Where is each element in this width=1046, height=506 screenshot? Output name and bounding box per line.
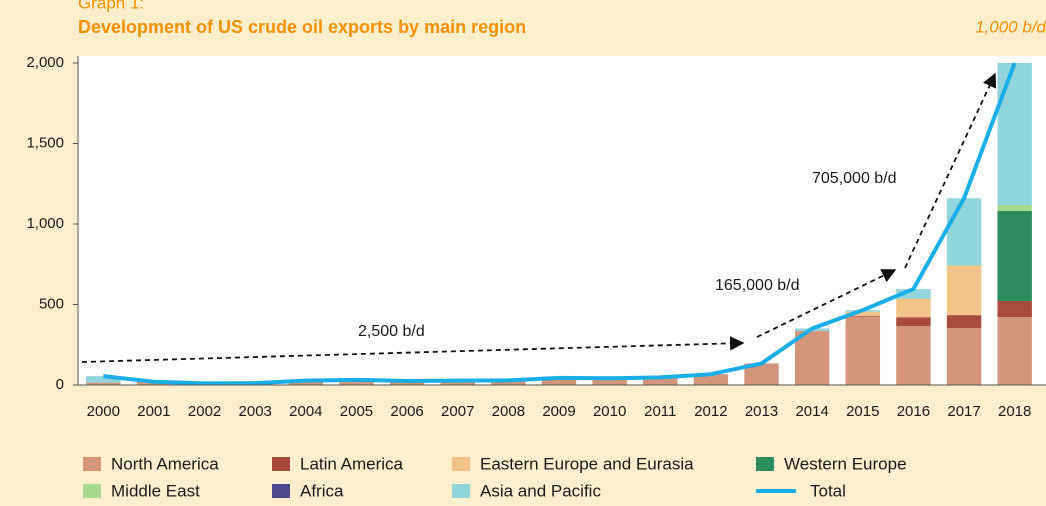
- bar-segment: [541, 377, 577, 385]
- legend-label: Africa: [300, 481, 344, 500]
- y-tick-label: 2,000: [26, 54, 64, 71]
- x-tick-label: 2000: [87, 403, 120, 420]
- legend-swatch: [756, 457, 774, 471]
- legend-label: Asia and Pacific: [480, 481, 601, 500]
- legend-swatch: [83, 484, 101, 498]
- bar-segment: [896, 326, 931, 385]
- bar-segment: [997, 63, 1032, 206]
- bar-segment: [693, 374, 729, 385]
- x-tick-label: 2014: [795, 403, 828, 420]
- bar-segment: [339, 379, 374, 385]
- bar-segment: [389, 380, 425, 385]
- x-tick-label: 2010: [593, 403, 626, 420]
- annotation: 2,500 b/d: [358, 323, 425, 340]
- bar-segment: [896, 298, 931, 318]
- bar-segment: [845, 315, 881, 317]
- annotation: 705,000 b/d: [812, 170, 897, 187]
- unit-label: 1,000 b/d: [975, 17, 1046, 36]
- legend-label: North America: [111, 454, 219, 473]
- bar-segment: [896, 289, 931, 299]
- y-tick-label: 1,500: [26, 134, 64, 151]
- supertitle: Graph 1:: [78, 0, 144, 12]
- bar-segment: [997, 300, 1032, 318]
- plot-area: [78, 56, 1046, 385]
- bar-segment: [946, 265, 982, 266]
- x-tick-label: 2005: [340, 403, 373, 420]
- x-tick-label: 2018: [998, 403, 1031, 420]
- bar-segment: [845, 316, 881, 385]
- bar-segment: [946, 265, 982, 316]
- legend-label: Latin America: [300, 454, 404, 473]
- x-tick-label: 2001: [137, 403, 170, 420]
- bar-segment: [845, 311, 881, 316]
- x-tick-label: 2017: [947, 403, 980, 420]
- legend-label: Middle East: [111, 481, 200, 500]
- bar-segment: [440, 380, 475, 385]
- x-tick-label: 2012: [694, 403, 727, 420]
- bar-segment: [744, 363, 779, 385]
- x-tick-label: 2003: [239, 403, 272, 420]
- x-tick-label: 2009: [542, 403, 575, 420]
- legend-label: Eastern Europe and Eurasia: [480, 454, 694, 473]
- x-tick-label: 2013: [745, 403, 778, 420]
- legend-label: Western Europe: [784, 454, 907, 473]
- bar-segment: [288, 380, 324, 385]
- bar-segment: [592, 378, 627, 385]
- bar-segment: [997, 317, 1032, 385]
- bar-segment: [997, 210, 1032, 301]
- bar-segment: [946, 198, 982, 266]
- bar-segment: [86, 382, 121, 385]
- total-line: [103, 62, 1017, 386]
- bar-segment: [491, 380, 526, 385]
- x-tick-label: 2016: [897, 403, 930, 420]
- y-tick-label: 1,000: [26, 215, 64, 232]
- x-tick-label: 2004: [289, 403, 322, 420]
- arrow: [756, 269, 897, 338]
- bar-segment: [896, 317, 931, 327]
- bar-segment: [946, 328, 982, 385]
- bar-segment: [86, 376, 121, 383]
- legend-swatch: [272, 457, 290, 471]
- bar-segment: [643, 377, 678, 385]
- legend-label: Total: [810, 481, 846, 500]
- legend-swatch: [272, 484, 290, 498]
- x-tick-label: 2008: [492, 403, 525, 420]
- x-tick-label: 2002: [188, 403, 221, 420]
- legend-swatch: [83, 457, 101, 471]
- x-tick-label: 2007: [441, 403, 474, 420]
- legend-swatch: [452, 484, 470, 498]
- x-tick-label: 2015: [846, 403, 879, 420]
- arrow: [81, 336, 745, 363]
- chart-title: Development of US crude oil exports by m…: [78, 17, 526, 37]
- x-tick-label: 2011: [644, 403, 676, 420]
- bar-segment: [997, 205, 1032, 211]
- legend-swatch: [452, 457, 470, 471]
- y-tick-label: 500: [39, 295, 64, 312]
- bar-segment: [794, 331, 830, 385]
- bar-segment: [946, 315, 982, 329]
- x-tick-label: 2006: [390, 403, 423, 420]
- annotation: 165,000 b/d: [715, 277, 800, 294]
- y-tick-label: 0: [56, 376, 64, 393]
